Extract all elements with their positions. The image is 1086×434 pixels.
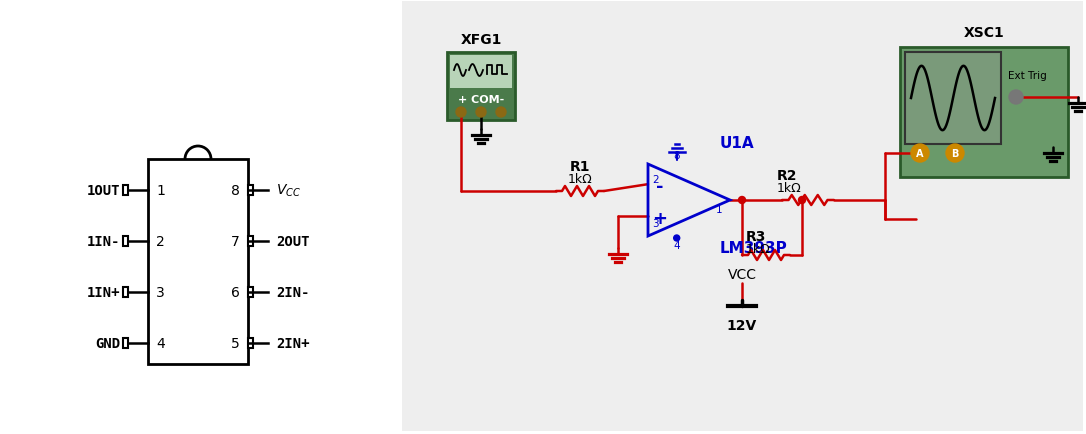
FancyBboxPatch shape <box>148 160 248 364</box>
Text: 2OUT: 2OUT <box>276 234 310 248</box>
FancyBboxPatch shape <box>248 185 253 195</box>
Text: LM393P: LM393P <box>720 240 787 256</box>
Text: + COM-: + COM- <box>458 95 504 105</box>
Text: R1: R1 <box>570 160 591 174</box>
Text: 3: 3 <box>652 218 658 228</box>
Circle shape <box>673 236 680 241</box>
Text: 4: 4 <box>156 337 165 351</box>
Text: 7: 7 <box>231 234 240 248</box>
Text: 4: 4 <box>673 240 680 250</box>
Text: 5: 5 <box>231 337 240 351</box>
FancyBboxPatch shape <box>248 237 253 247</box>
Text: 1OUT: 1OUT <box>87 183 119 197</box>
FancyBboxPatch shape <box>123 339 128 349</box>
Text: Ext Trig: Ext Trig <box>1008 71 1047 81</box>
Circle shape <box>496 108 506 118</box>
FancyBboxPatch shape <box>123 185 128 195</box>
Text: 1kΩ: 1kΩ <box>776 181 801 194</box>
Circle shape <box>476 108 487 118</box>
Text: R2: R2 <box>776 169 797 183</box>
Text: 6: 6 <box>231 286 240 299</box>
Text: GND: GND <box>94 337 119 351</box>
FancyBboxPatch shape <box>900 48 1068 178</box>
Text: +: + <box>653 209 668 227</box>
Text: XSC1: XSC1 <box>963 26 1005 40</box>
FancyBboxPatch shape <box>402 2 1083 431</box>
Text: 1IN-: 1IN- <box>87 234 119 248</box>
Text: 2: 2 <box>652 175 658 185</box>
Text: 1: 1 <box>716 204 722 214</box>
Text: 3: 3 <box>156 286 165 299</box>
FancyBboxPatch shape <box>123 287 128 297</box>
Circle shape <box>911 145 929 163</box>
FancyBboxPatch shape <box>905 53 1001 145</box>
Text: XFG1: XFG1 <box>460 33 502 47</box>
Text: R3: R3 <box>746 230 767 243</box>
FancyBboxPatch shape <box>450 56 512 89</box>
Text: 8: 8 <box>231 183 240 197</box>
Text: $V_{CC}$: $V_{CC}$ <box>276 182 301 198</box>
Text: -: - <box>656 178 664 196</box>
Circle shape <box>1009 91 1023 105</box>
FancyBboxPatch shape <box>248 339 253 349</box>
Text: 1kΩ: 1kΩ <box>568 173 592 186</box>
Text: U1A: U1A <box>720 136 755 151</box>
Text: 1: 1 <box>156 183 165 197</box>
FancyBboxPatch shape <box>447 53 515 121</box>
Circle shape <box>798 197 806 204</box>
Text: 12V: 12V <box>727 318 757 332</box>
Text: 1IN+: 1IN+ <box>87 286 119 299</box>
FancyBboxPatch shape <box>0 0 400 434</box>
Text: 2: 2 <box>156 234 165 248</box>
Text: 1kΩ: 1kΩ <box>746 243 771 256</box>
Text: 8: 8 <box>673 151 680 161</box>
FancyBboxPatch shape <box>248 287 253 297</box>
FancyBboxPatch shape <box>123 237 128 247</box>
Text: A: A <box>917 149 924 159</box>
Text: 2IN+: 2IN+ <box>276 337 310 351</box>
Text: B: B <box>951 149 959 159</box>
Text: VCC: VCC <box>728 267 757 281</box>
Circle shape <box>456 108 466 118</box>
Text: 2IN-: 2IN- <box>276 286 310 299</box>
Circle shape <box>946 145 964 163</box>
Circle shape <box>738 197 745 204</box>
